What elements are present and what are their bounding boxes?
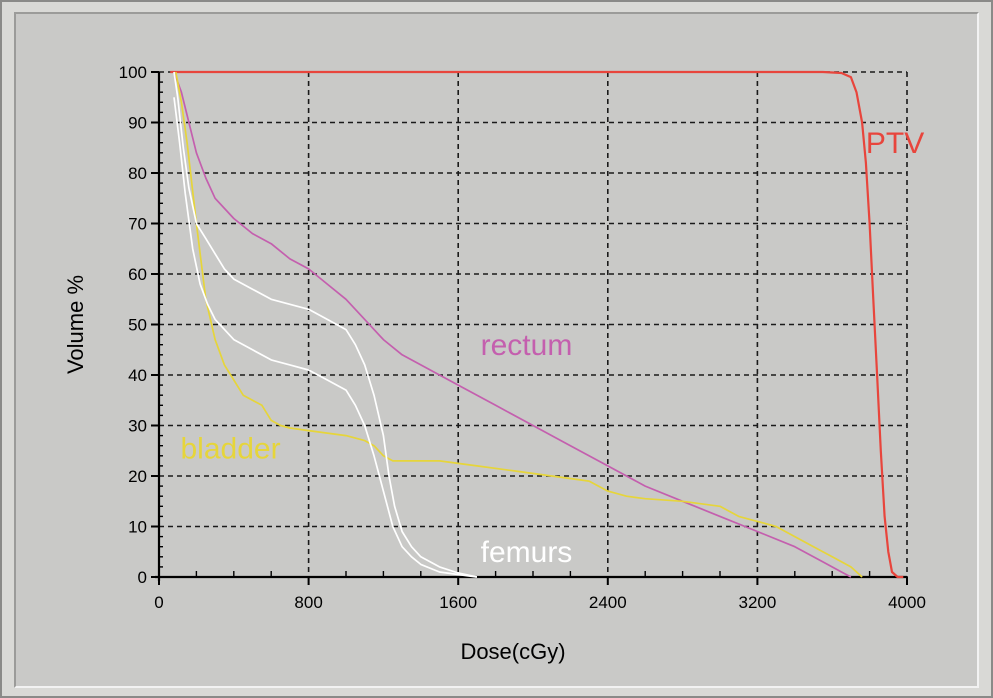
y-tick-label: 70 bbox=[128, 215, 147, 234]
chart-panel: 0 10 20 30 40 50 60 70 80 90 100 0 800 1600 2400 3200 40… bbox=[14, 12, 979, 688]
y-axis-title: Volume % bbox=[63, 275, 88, 374]
series-line-ptv-0 bbox=[170, 70, 904, 579]
x-tick-label: 4000 bbox=[888, 593, 926, 612]
y-tick-label: 100 bbox=[119, 63, 147, 82]
series-label-ptv: PTV bbox=[866, 127, 924, 160]
y-tick-label: 90 bbox=[128, 114, 147, 133]
series-label-femurs: femurs bbox=[481, 536, 573, 569]
x-tick-label: 800 bbox=[294, 593, 322, 612]
series-lines bbox=[170, 70, 904, 579]
y-tick-label: 80 bbox=[128, 164, 147, 183]
series-line-rectum-1 bbox=[173, 71, 852, 578]
x-tick-label: 2400 bbox=[589, 593, 627, 612]
series-labels: PTV rectum bladder femurs bbox=[181, 127, 925, 569]
axes: 0 10 20 30 40 50 60 70 80 90 100 0 800 1600 2400 3200 40… bbox=[119, 63, 926, 612]
y-tick-label: 50 bbox=[128, 316, 147, 335]
y-tick-label: 60 bbox=[128, 265, 147, 284]
x-tick-label: 3200 bbox=[738, 593, 776, 612]
series-label-bladder: bladder bbox=[181, 432, 281, 465]
series-line-femurs-4 bbox=[173, 97, 478, 578]
grid-lines bbox=[158, 71, 908, 578]
series-label-rectum: rectum bbox=[481, 329, 573, 362]
y-tick-label: 0 bbox=[138, 568, 147, 587]
y-tick-label: 20 bbox=[128, 467, 147, 486]
y-tick-label: 10 bbox=[128, 518, 147, 537]
x-tick-label: 1600 bbox=[439, 593, 477, 612]
y-tick-label: 40 bbox=[128, 366, 147, 385]
series-line-bladder-2 bbox=[174, 71, 863, 578]
dvh-chart: 0 10 20 30 40 50 60 70 80 90 100 0 800 1600 2400 3200 40… bbox=[63, 63, 926, 664]
series-line-femurs-3 bbox=[173, 71, 478, 578]
y-tick-label: 30 bbox=[128, 417, 147, 436]
x-tick-label: 0 bbox=[154, 593, 163, 612]
x-axis-title: Dose(cGy) bbox=[460, 639, 565, 664]
